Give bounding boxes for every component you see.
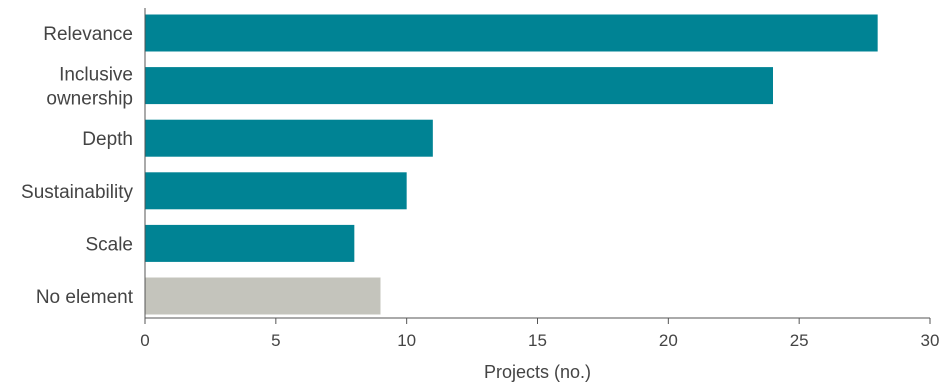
category-label-2: Depth [82, 129, 133, 150]
x-axis-title: Projects (no.) [484, 362, 591, 382]
bar-1 [145, 67, 773, 105]
x-tick-label-5: 25 [790, 331, 809, 350]
category-label-3: Sustainability [21, 182, 133, 203]
x-tick-label-4: 20 [659, 331, 678, 350]
x-tick-label-0: 0 [140, 331, 149, 350]
bar-2 [145, 119, 433, 157]
category-label-4: Scale [85, 234, 133, 255]
x-tick-label-3: 15 [528, 331, 547, 350]
x-tick-label-6: 30 [921, 331, 940, 350]
bar-0 [145, 14, 878, 52]
bar-5 [145, 277, 381, 315]
bar-4 [145, 224, 355, 262]
x-tick-label-2: 10 [397, 331, 416, 350]
x-tick-label-1: 5 [271, 331, 280, 350]
category-label-1-line-1: ownership [46, 89, 133, 110]
category-label-1-line-0: Inclusive [59, 65, 133, 86]
category-label-5: No element [36, 287, 134, 308]
bar-3 [145, 172, 407, 210]
category-label-0: Relevance [43, 24, 133, 45]
